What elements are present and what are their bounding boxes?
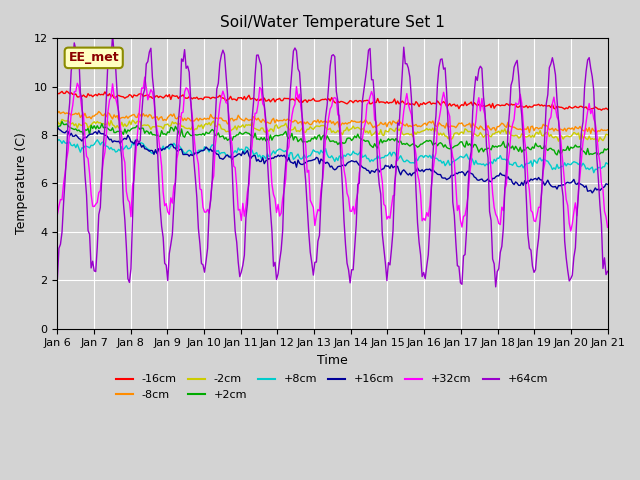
+8cm: [122, 143, 130, 148]
+64cm: [219, 47, 227, 53]
-8cm: [587, 131, 595, 136]
-8cm: [604, 127, 611, 132]
-8cm: [296, 120, 303, 125]
-8cm: [237, 116, 245, 122]
+32cm: [141, 74, 148, 80]
+8cm: [246, 147, 254, 153]
+32cm: [54, 212, 61, 217]
-2cm: [237, 123, 245, 129]
-16cm: [122, 94, 130, 100]
+16cm: [54, 124, 61, 130]
+8cm: [604, 161, 611, 167]
+16cm: [121, 135, 129, 141]
+2cm: [122, 130, 130, 136]
Text: EE_met: EE_met: [68, 51, 119, 64]
+64cm: [296, 69, 303, 75]
Line: +8cm: +8cm: [58, 140, 607, 173]
+64cm: [109, 32, 116, 37]
-8cm: [54, 110, 61, 116]
-16cm: [63, 88, 70, 94]
+16cm: [236, 151, 244, 157]
-2cm: [595, 139, 602, 144]
+64cm: [54, 276, 61, 281]
+16cm: [588, 190, 596, 196]
+8cm: [237, 146, 245, 152]
+8cm: [575, 162, 582, 168]
-16cm: [219, 95, 227, 101]
+8cm: [590, 170, 598, 176]
-16cm: [575, 105, 582, 110]
+32cm: [567, 228, 575, 234]
-8cm: [575, 126, 582, 132]
+32cm: [219, 88, 227, 94]
Legend: -16cm, -8cm, -2cm, +2cm, +8cm, +16cm, +32cm, +64cm: -16cm, -8cm, -2cm, +2cm, +8cm, +16cm, +3…: [112, 370, 553, 405]
+16cm: [245, 153, 253, 158]
Y-axis label: Temperature (C): Temperature (C): [15, 132, 28, 234]
+32cm: [246, 154, 254, 160]
+8cm: [219, 150, 227, 156]
-16cm: [296, 99, 303, 105]
-2cm: [122, 123, 130, 129]
-16cm: [604, 107, 611, 112]
Line: -16cm: -16cm: [58, 91, 607, 110]
Line: +32cm: +32cm: [58, 77, 607, 231]
+2cm: [246, 132, 254, 138]
-2cm: [219, 126, 227, 132]
+64cm: [576, 157, 584, 163]
+16cm: [604, 181, 611, 187]
Line: +64cm: +64cm: [58, 35, 607, 287]
+2cm: [54, 124, 61, 130]
+2cm: [219, 133, 227, 139]
Line: +2cm: +2cm: [58, 121, 607, 155]
+16cm: [573, 181, 580, 187]
-16cm: [246, 96, 254, 102]
-16cm: [237, 95, 245, 100]
+32cm: [296, 91, 303, 97]
+16cm: [218, 156, 225, 161]
-2cm: [246, 122, 254, 128]
-2cm: [296, 129, 303, 134]
+64cm: [237, 269, 245, 275]
+64cm: [246, 147, 254, 153]
+32cm: [237, 217, 245, 223]
Line: -8cm: -8cm: [58, 111, 607, 133]
+32cm: [604, 225, 611, 230]
-2cm: [54, 118, 61, 124]
+2cm: [576, 144, 584, 149]
+2cm: [296, 137, 303, 143]
-16cm: [54, 90, 61, 96]
Line: +16cm: +16cm: [58, 127, 607, 193]
-2cm: [575, 130, 582, 136]
+8cm: [54, 138, 61, 144]
+16cm: [294, 157, 302, 163]
X-axis label: Time: Time: [317, 354, 348, 367]
+8cm: [55, 137, 63, 143]
-2cm: [604, 132, 611, 138]
-2cm: [58, 117, 66, 122]
Line: -2cm: -2cm: [58, 120, 607, 142]
+2cm: [58, 119, 66, 124]
-8cm: [55, 108, 63, 114]
+64cm: [604, 268, 611, 274]
+32cm: [121, 159, 129, 165]
+2cm: [237, 131, 245, 137]
Title: Soil/Water Temperature Set 1: Soil/Water Temperature Set 1: [220, 15, 445, 30]
+32cm: [576, 173, 584, 179]
-16cm: [598, 108, 605, 113]
-8cm: [246, 117, 254, 122]
+2cm: [553, 152, 561, 158]
+8cm: [296, 155, 303, 161]
-8cm: [122, 113, 130, 119]
+64cm: [122, 244, 130, 250]
-8cm: [219, 118, 227, 123]
+64cm: [492, 284, 500, 290]
+2cm: [604, 146, 611, 152]
